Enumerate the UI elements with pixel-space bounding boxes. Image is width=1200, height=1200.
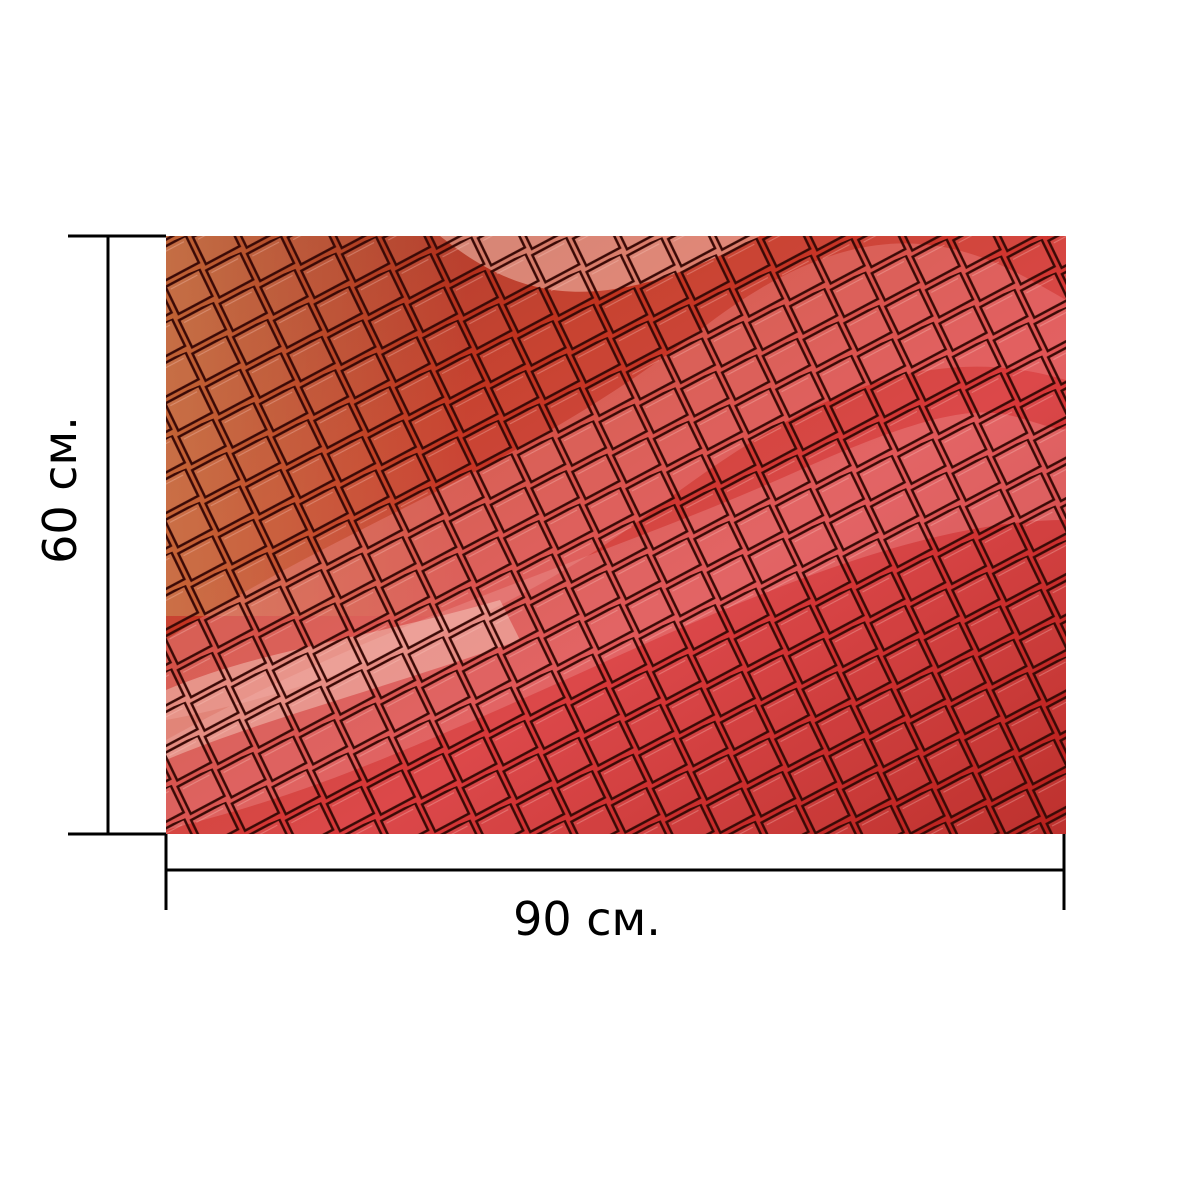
product-image	[166, 236, 1066, 834]
height-label: 60 см.	[33, 416, 87, 564]
width-dimension: 90 см.	[164, 834, 1066, 946]
width-label: 90 см.	[513, 892, 661, 946]
height-dimension: 60 см.	[33, 234, 166, 836]
